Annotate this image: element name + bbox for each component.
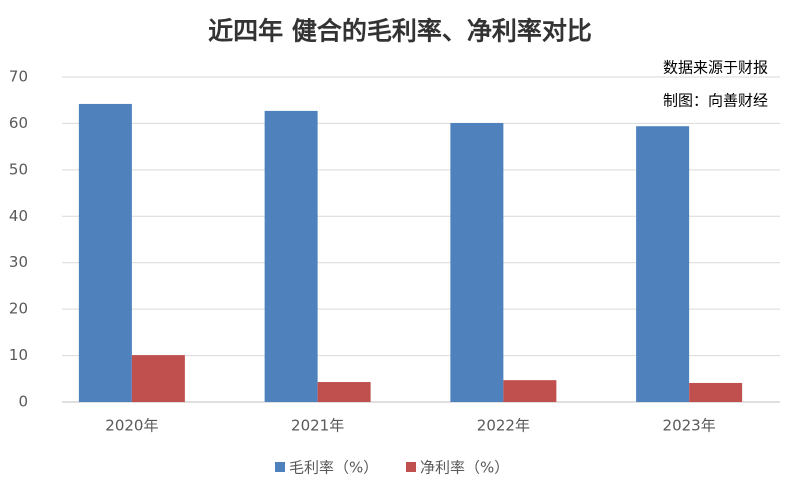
x-tick-label: 2021年 xyxy=(291,417,344,435)
y-tick-label: 70 xyxy=(9,68,28,86)
legend-swatch xyxy=(275,462,285,472)
y-tick-label: 40 xyxy=(9,207,28,225)
bar xyxy=(78,103,132,402)
chart-title: 近四年 健合的毛利率、净利率对比 xyxy=(208,17,592,46)
annotation: 制图：向善财经 xyxy=(663,92,768,110)
bar xyxy=(689,382,743,402)
bar xyxy=(131,355,185,402)
legend-label: 净利率（%） xyxy=(420,459,509,477)
x-tick-label: 2023年 xyxy=(663,417,716,435)
legend-label: 毛利率（%） xyxy=(289,459,378,477)
x-tick-label: 2022年 xyxy=(477,417,530,435)
bar xyxy=(264,110,318,403)
y-tick-label: 30 xyxy=(9,253,28,271)
bar xyxy=(317,382,371,402)
x-tick-label: 2020年 xyxy=(105,417,158,435)
y-tick-label: 60 xyxy=(9,114,28,132)
y-tick-label: 50 xyxy=(9,160,28,178)
bar xyxy=(450,122,504,402)
legend-swatch xyxy=(406,462,416,472)
bar xyxy=(636,126,690,402)
y-tick-label: 0 xyxy=(18,393,28,411)
annotation: 数据来源于财报 xyxy=(663,59,768,77)
bar xyxy=(503,380,557,402)
y-tick-label: 10 xyxy=(9,346,28,364)
y-tick-label: 20 xyxy=(9,300,28,318)
